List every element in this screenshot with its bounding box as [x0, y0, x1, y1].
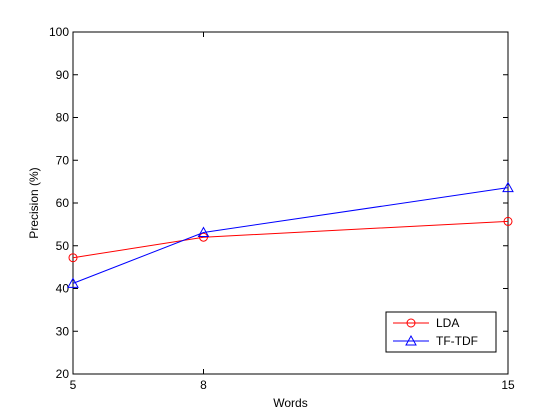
x-axis: 5 8 15: [70, 32, 515, 392]
y-tick-label: 80: [56, 111, 70, 125]
y-axis: 20 30 40 50 60 70 80 90 100: [49, 25, 508, 381]
x-axis-label: Words: [273, 396, 307, 410]
legend: LDA TF-TDF: [385, 311, 497, 353]
series-line: [72, 220, 509, 259]
series-layer: [67, 181, 514, 288]
y-axis-label: Precision (%): [27, 167, 41, 238]
data-point: [503, 216, 513, 226]
y-tick-label: 20: [56, 367, 70, 381]
legend-label: LDA: [436, 316, 459, 330]
y-tick-label: 50: [56, 239, 70, 253]
x-tick-label: 5: [70, 378, 77, 392]
legend-entry: LDA: [393, 316, 459, 330]
legend-entry: TF-TDF: [393, 334, 478, 348]
series-tf-tdf: [67, 181, 514, 288]
y-tick-label: 70: [56, 153, 70, 167]
data-point: [197, 226, 210, 237]
legend-marker: [406, 318, 416, 328]
data-point: [199, 232, 208, 242]
data-point: [68, 253, 78, 263]
legend-label: TF-TDF: [436, 334, 478, 348]
legend-marker: [405, 334, 417, 346]
legend-box: [385, 311, 497, 353]
x-tick-label: 8: [200, 378, 207, 392]
series-line: [72, 187, 509, 284]
y-tick-label: 100: [49, 25, 69, 39]
data-point: [502, 181, 514, 193]
x-tick-label: 15: [501, 378, 515, 392]
series-lda: [68, 216, 513, 263]
y-tick-label: 90: [56, 68, 70, 82]
y-tick-label: 30: [56, 324, 70, 338]
data-point: [67, 277, 79, 288]
y-tick-label: 40: [56, 282, 70, 296]
y-tick-label: 60: [56, 196, 70, 210]
